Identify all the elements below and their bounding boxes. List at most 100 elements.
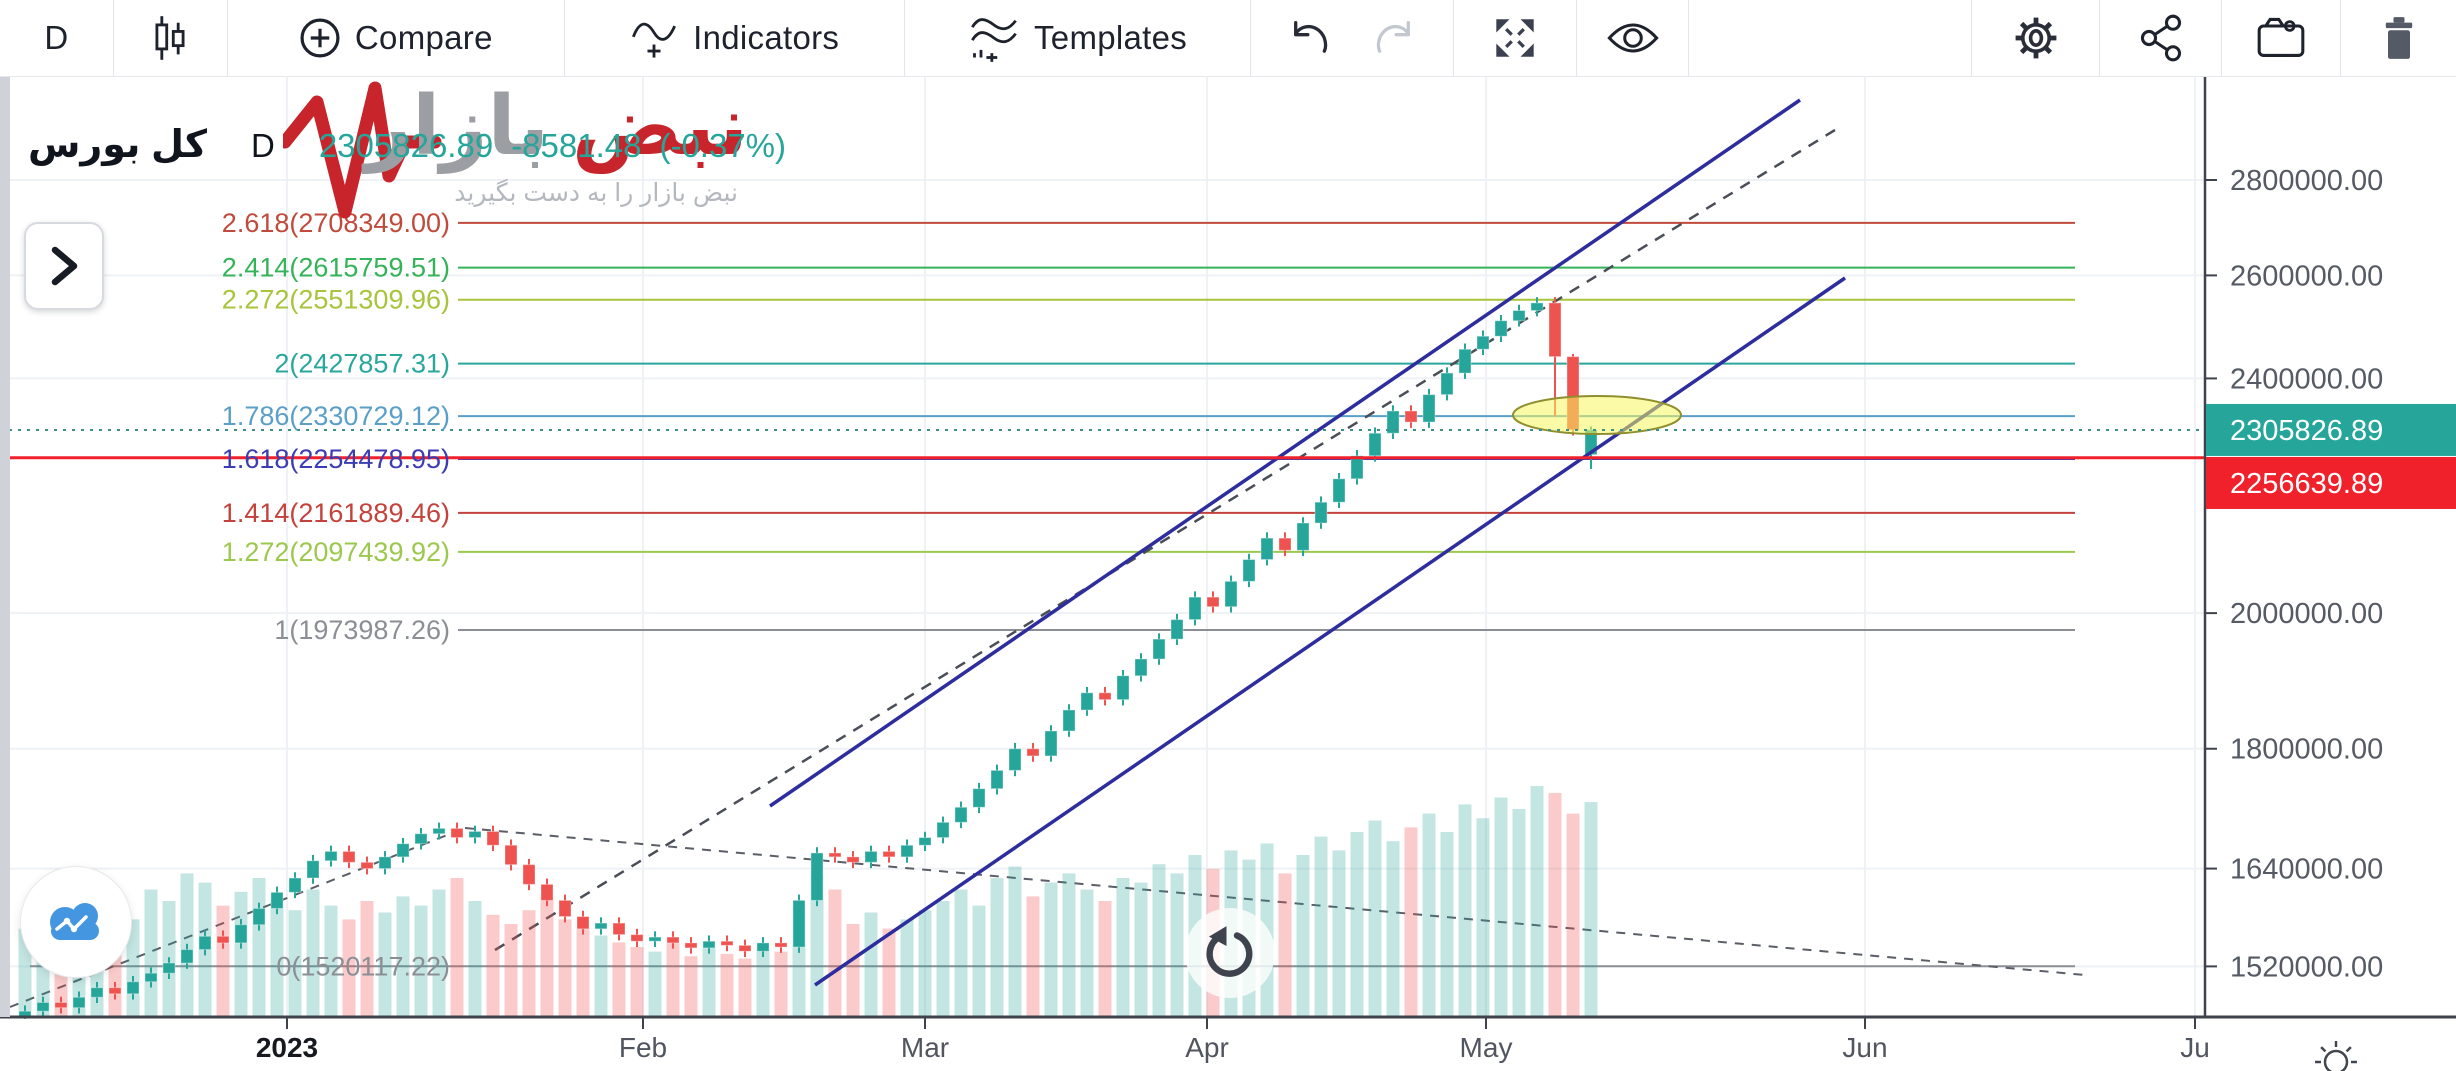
volume-bar [378, 912, 392, 1016]
volume-bar [450, 878, 464, 1016]
candle [126, 981, 140, 995]
volume-bar [684, 956, 698, 1016]
highlight-ellipse[interactable] [1512, 395, 1682, 435]
candle [756, 942, 770, 952]
candle [1062, 709, 1076, 732]
volume-bar [252, 878, 266, 1016]
chevron-right-icon [51, 246, 78, 286]
chart-style-button[interactable] [114, 0, 228, 76]
share-button[interactable] [2100, 0, 2223, 76]
channel-layer [769, 98, 1846, 987]
compare-label: Compare [354, 19, 493, 56]
candle [1548, 302, 1562, 358]
redo-arrow-icon[interactable] [1372, 20, 1416, 56]
theme-toggle-icon[interactable] [2315, 1041, 2357, 1071]
volume-bar [1170, 873, 1184, 1016]
candle [468, 830, 482, 839]
candles-layer [18, 297, 1598, 1025]
candle [1026, 748, 1040, 757]
candle [1296, 522, 1310, 551]
collapsed-drawing-toolbar[interactable] [0, 76, 10, 1017]
price-tick-label: 2800000.00 [2230, 165, 2383, 197]
price-change: -8581.48 [511, 127, 642, 164]
indicators-label: Indicators [693, 19, 840, 56]
settings-button[interactable] [1972, 0, 2101, 76]
candle [324, 850, 338, 862]
maximize-icon [1496, 19, 1535, 57]
volume-bar [594, 935, 608, 1016]
price-tick-label: 1520000.00 [2230, 951, 2383, 983]
delete-button[interactable] [2341, 0, 2456, 76]
candle [738, 944, 752, 952]
volume-bar [828, 889, 842, 1016]
candle [1458, 348, 1472, 374]
fib-label-2: 2(2427857.31) [274, 349, 450, 379]
candle [1170, 619, 1184, 640]
volume-bar [1098, 901, 1112, 1016]
volume-bar [756, 947, 770, 1016]
price-tick-label: 1640000.00 [2230, 854, 2383, 886]
interval-button[interactable]: D [0, 0, 114, 76]
fib-label-1.786: 1.786(2330729.12) [222, 401, 450, 431]
cloud-chart-icon [50, 903, 99, 940]
price-tick-label: 1800000.00 [2230, 734, 2383, 766]
volume-bar [702, 947, 716, 1016]
candle [1314, 501, 1328, 524]
volume-bar [396, 896, 410, 1016]
time-tick-label: Apr [1185, 1032, 1229, 1063]
time-axis[interactable]: 2023 Feb Mar Apr May Jun Ju [256, 1017, 2210, 1063]
volume-bar [1440, 832, 1454, 1016]
candle [504, 844, 518, 866]
candle [36, 1001, 50, 1012]
symbol-quote: 2305826.89 -8581.48 (-0.37%) [319, 127, 786, 165]
volume-bar [1332, 850, 1346, 1016]
candle [1242, 559, 1256, 582]
reset-chart-button[interactable] [1185, 908, 1275, 998]
candle [936, 821, 950, 839]
candle [846, 856, 860, 863]
time-tick-label: Feb [619, 1032, 667, 1063]
candle [1440, 372, 1454, 396]
toolbar-spacer [1689, 0, 1973, 76]
volume-bar [738, 958, 752, 1016]
volume-bar [1368, 820, 1382, 1016]
candle [306, 860, 320, 879]
indicators-wave-icon [632, 22, 677, 58]
compare-button[interactable]: Compare [228, 0, 565, 76]
candle [684, 942, 698, 949]
candle [594, 922, 608, 930]
fib-label-1.618: 1.618(2254478.95) [222, 444, 450, 474]
candle [900, 844, 914, 858]
time-tick-label: May [1460, 1032, 1513, 1063]
expand-panel-button[interactable] [24, 222, 104, 310]
cloud-chart-button[interactable] [20, 866, 132, 978]
undo-arrow-icon[interactable] [1288, 20, 1332, 56]
candle [522, 864, 536, 885]
candle [1494, 320, 1508, 337]
volume-bar [540, 896, 554, 1016]
snapshot-button[interactable] [2222, 0, 2342, 76]
volume-bar [306, 889, 320, 1016]
volume-bar [342, 919, 356, 1016]
svg-text:2305826.89: 2305826.89 [2230, 415, 2383, 447]
candle [1404, 410, 1418, 423]
price-axis[interactable]: 2800000.00 2600000.00 2400000.00 2000000.00… [2205, 165, 2456, 983]
fib-label-1: 1(1973987.26) [274, 615, 450, 645]
symbol-interval: D [250, 127, 275, 164]
templates-wave-icon [971, 18, 1017, 62]
fullscreen-button[interactable] [1454, 0, 1578, 76]
candle [1008, 748, 1022, 771]
candle [1386, 410, 1400, 434]
interval-label: D [44, 19, 69, 56]
candle [1044, 730, 1058, 757]
candle [1278, 537, 1292, 551]
volume-bar [1386, 841, 1400, 1016]
templates-button[interactable]: Templates [905, 0, 1252, 76]
volume-bar [648, 951, 662, 1016]
hide-drawings-button[interactable] [1577, 0, 1690, 76]
indicators-button[interactable]: Indicators [565, 0, 905, 76]
symbol-name[interactable]: کل بورس [28, 124, 207, 166]
candle [360, 861, 374, 870]
